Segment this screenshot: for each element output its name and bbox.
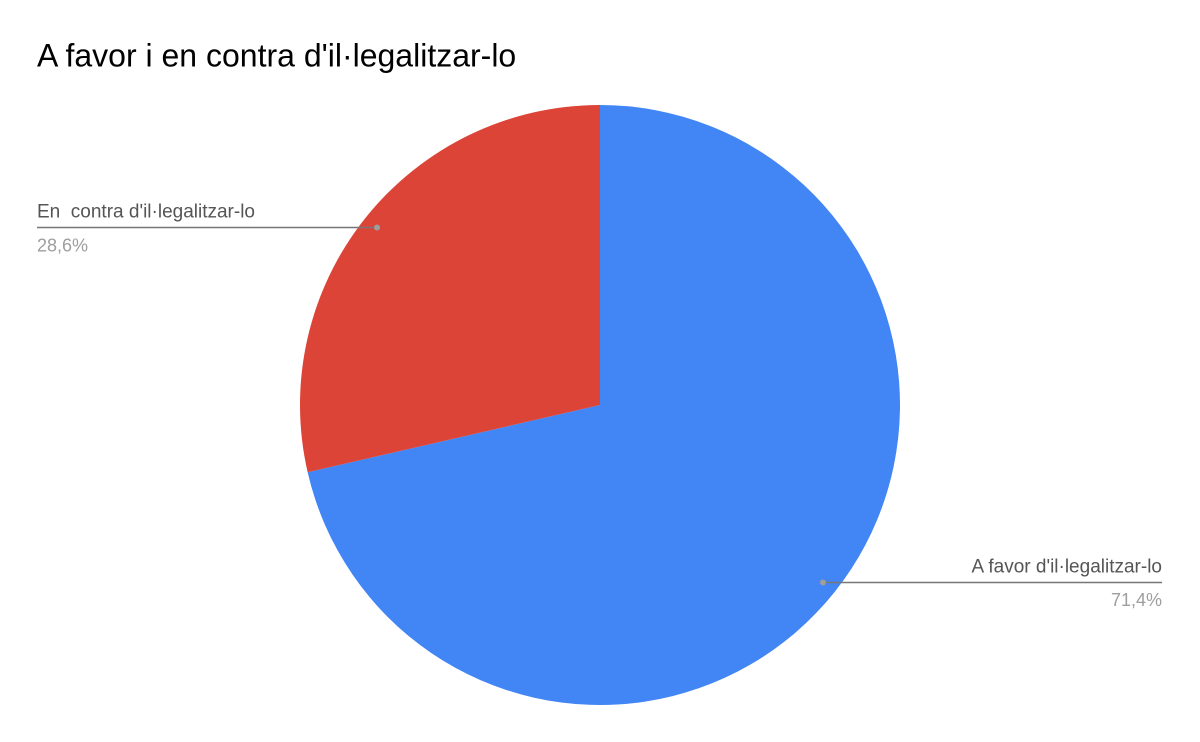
- slice-value-label: 71,4%: [1111, 590, 1162, 610]
- leader-dot: [819, 579, 826, 586]
- slice-value-label: 28,6%: [37, 235, 88, 255]
- chart-title: A favor i en contra d'il·legalitzar-lo: [37, 37, 516, 73]
- leader-dot: [374, 224, 381, 231]
- slice-label: A favor d'il·legalitzar-lo: [971, 557, 1162, 578]
- slice-label: En contra d'il·legalitzar-lo: [37, 202, 255, 223]
- pie-slice: [300, 105, 600, 473]
- pie-slice: [307, 105, 900, 705]
